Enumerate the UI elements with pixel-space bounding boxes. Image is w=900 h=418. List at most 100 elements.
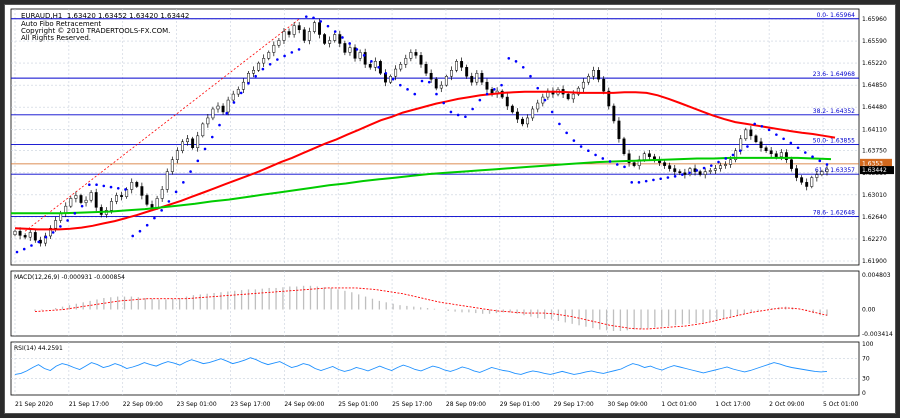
candle-body bbox=[485, 81, 489, 90]
candle-body bbox=[399, 64, 403, 70]
psar-dot bbox=[59, 225, 62, 228]
psar-dot bbox=[478, 98, 482, 102]
candle-body bbox=[480, 72, 484, 83]
candle-body bbox=[69, 198, 73, 207]
candle-body bbox=[115, 195, 118, 202]
rsi-panel[interactable]: 100 70 30 0 RSI(14) 44.2591 bbox=[10, 341, 874, 397]
candle-body bbox=[576, 87, 580, 95]
candle-body bbox=[241, 81, 245, 90]
psar-dot bbox=[587, 149, 590, 153]
candle-body bbox=[647, 153, 651, 157]
candle-body bbox=[419, 55, 423, 65]
psar-dot bbox=[254, 74, 257, 78]
fibo-level-label: 78.6- 1.62648 bbox=[813, 209, 855, 216]
psar-dot bbox=[384, 71, 388, 75]
psar-dot bbox=[775, 133, 778, 136]
candle-body bbox=[571, 93, 575, 100]
candle-body bbox=[135, 182, 139, 187]
time-tick-label: 21 Sep 17:00 bbox=[69, 401, 109, 408]
ohlc-values: 1.63420 1.63452 1.63420 1.63442 bbox=[66, 12, 190, 20]
price-tick-label: 1.64110 bbox=[862, 126, 887, 133]
psar-dot bbox=[753, 122, 756, 126]
psar-dot bbox=[514, 60, 518, 63]
candle-body bbox=[815, 174, 819, 178]
candle-body bbox=[713, 168, 717, 171]
psar-dot bbox=[673, 175, 677, 178]
psar-dot bbox=[362, 54, 366, 57]
psar-dot bbox=[261, 67, 265, 71]
psar-dot bbox=[326, 24, 330, 28]
psar-dot bbox=[521, 65, 525, 69]
candle-body bbox=[353, 47, 357, 59]
candle-body bbox=[155, 198, 159, 208]
time-tick-label: 22 Sep 09:00 bbox=[123, 401, 163, 408]
candle-body bbox=[764, 147, 768, 151]
candle-body bbox=[754, 135, 758, 143]
candle-body bbox=[526, 117, 530, 125]
candle-body bbox=[186, 138, 190, 143]
psar-dot bbox=[442, 101, 445, 105]
psar-dot bbox=[232, 101, 236, 104]
psar-dot bbox=[579, 145, 583, 148]
current-price-label: 1.63442 bbox=[862, 167, 887, 174]
candle-body bbox=[739, 138, 743, 151]
candle-body bbox=[59, 213, 63, 221]
psar-dot bbox=[30, 244, 33, 247]
psar-dot bbox=[138, 229, 142, 233]
psar-dot bbox=[297, 48, 301, 51]
candle-body bbox=[302, 29, 306, 41]
candle-body bbox=[394, 68, 398, 77]
candle-body bbox=[231, 93, 235, 101]
candle-body bbox=[54, 220, 58, 229]
time-tick-label: 24 Sep 09:00 bbox=[284, 401, 324, 408]
psar-dot bbox=[203, 147, 207, 151]
macd-label: MACD(12,26,9) -0.000931 -0.000854 bbox=[14, 274, 125, 281]
price-tick-label: 1.64480 bbox=[862, 104, 887, 111]
psar-dot bbox=[391, 77, 395, 81]
main-price-panel[interactable]: 1.65960 1.65590 1.65220 1.64850 1.64480 1.641… bbox=[10, 8, 894, 266]
psar-dot bbox=[746, 145, 749, 148]
psar-dot bbox=[615, 163, 619, 166]
candle-body bbox=[566, 93, 570, 100]
candle-body bbox=[795, 168, 798, 178]
candle-body bbox=[424, 64, 428, 74]
psar-dot bbox=[218, 123, 221, 127]
psar-dot bbox=[283, 54, 286, 58]
candle-body bbox=[323, 34, 327, 44]
psar-dot bbox=[500, 83, 503, 87]
fibo-trend-line bbox=[24, 18, 300, 232]
candle-body bbox=[363, 52, 367, 65]
trading-chart[interactable]: 1.65960 1.65590 1.65220 1.64850 1.64480 1.641… bbox=[5, 5, 895, 413]
macd-panel[interactable]: 0.004803 0.00 -0.003414 MACD(12,26,9) -0.00… bbox=[10, 270, 893, 338]
candle-body bbox=[277, 40, 281, 46]
candle-body bbox=[165, 171, 169, 190]
candle-body bbox=[805, 182, 809, 187]
psar-dot bbox=[124, 188, 127, 191]
candle-body bbox=[287, 31, 291, 35]
psar-dot bbox=[594, 153, 597, 157]
psar-dot bbox=[738, 149, 742, 153]
candle-body bbox=[749, 129, 753, 137]
candle-body bbox=[810, 177, 814, 187]
candle-body bbox=[79, 195, 83, 203]
indicator-name: Auto Fibo Retracement bbox=[21, 20, 102, 28]
candle-body bbox=[505, 96, 509, 107]
psar-dot bbox=[73, 212, 77, 215]
candle-body bbox=[612, 105, 616, 122]
macd-tick-label: 0.00 bbox=[862, 306, 876, 313]
candle-body bbox=[703, 171, 707, 175]
time-tick-label: 21 Sep 2020 bbox=[15, 401, 53, 408]
psar-dot bbox=[688, 171, 691, 175]
candle-body bbox=[74, 195, 78, 199]
candle-body bbox=[779, 152, 783, 157]
psar-dot bbox=[44, 235, 48, 239]
candle-body bbox=[94, 192, 98, 208]
psar-dot bbox=[153, 216, 156, 220]
psar-dot bbox=[724, 157, 728, 160]
candle-body bbox=[338, 34, 342, 44]
candle-body bbox=[221, 105, 225, 113]
psar-dot bbox=[88, 183, 91, 187]
candle-body bbox=[140, 186, 144, 196]
psar-dot bbox=[644, 179, 648, 183]
psar-dot bbox=[225, 111, 229, 115]
